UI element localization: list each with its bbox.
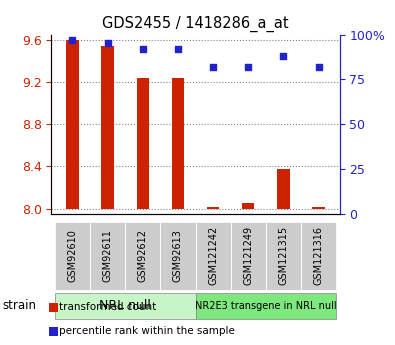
Bar xyxy=(301,222,336,290)
Point xyxy=(69,37,75,43)
Text: NR2E3 transgene in NRL null: NR2E3 transgene in NRL null xyxy=(195,301,337,310)
Point xyxy=(175,46,181,52)
Bar xyxy=(102,46,114,209)
Text: transformed count: transformed count xyxy=(59,302,156,312)
Title: GDS2455 / 1418286_a_at: GDS2455 / 1418286_a_at xyxy=(102,16,289,32)
Point xyxy=(316,64,322,70)
Bar xyxy=(231,222,266,290)
Text: strain: strain xyxy=(2,299,36,312)
Text: GSM92613: GSM92613 xyxy=(173,229,183,282)
Bar xyxy=(277,169,290,209)
Bar xyxy=(266,222,301,290)
Point xyxy=(245,64,252,70)
Bar xyxy=(137,78,149,209)
Bar xyxy=(196,293,336,319)
Point xyxy=(139,46,146,52)
Bar xyxy=(125,222,160,290)
Text: GSM92610: GSM92610 xyxy=(68,229,77,282)
Bar xyxy=(90,222,125,290)
Point xyxy=(210,64,216,70)
Text: GSM121242: GSM121242 xyxy=(208,226,218,285)
Bar xyxy=(55,222,90,290)
Text: GSM121316: GSM121316 xyxy=(314,226,324,285)
Point xyxy=(104,41,111,46)
Text: NRL null: NRL null xyxy=(99,299,151,312)
Bar xyxy=(196,222,231,290)
Text: GSM92611: GSM92611 xyxy=(103,229,113,282)
Bar xyxy=(312,207,325,209)
Bar xyxy=(66,40,79,209)
Point xyxy=(280,53,287,59)
Bar xyxy=(160,222,196,290)
Text: GSM121249: GSM121249 xyxy=(243,226,253,285)
Text: GSM92612: GSM92612 xyxy=(138,229,148,282)
Bar xyxy=(207,207,219,209)
Bar xyxy=(55,293,196,319)
Bar xyxy=(242,203,254,209)
Bar xyxy=(172,78,184,209)
Text: percentile rank within the sample: percentile rank within the sample xyxy=(59,326,235,336)
Text: GSM121315: GSM121315 xyxy=(278,226,288,285)
